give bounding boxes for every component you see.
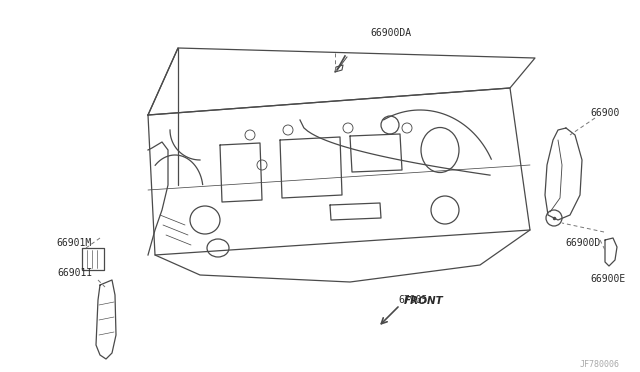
Text: 66900DA: 66900DA [370,28,411,38]
Text: 67905: 67905 [398,295,428,305]
Text: 66901M: 66901M [56,238,92,248]
Text: 66900: 66900 [590,108,620,118]
Text: 66900D: 66900D [565,238,600,248]
Text: JF780006: JF780006 [580,360,620,369]
Text: 66901I: 66901I [57,268,92,278]
Text: 66900E: 66900E [590,274,625,284]
Text: FRONT: FRONT [404,296,444,306]
